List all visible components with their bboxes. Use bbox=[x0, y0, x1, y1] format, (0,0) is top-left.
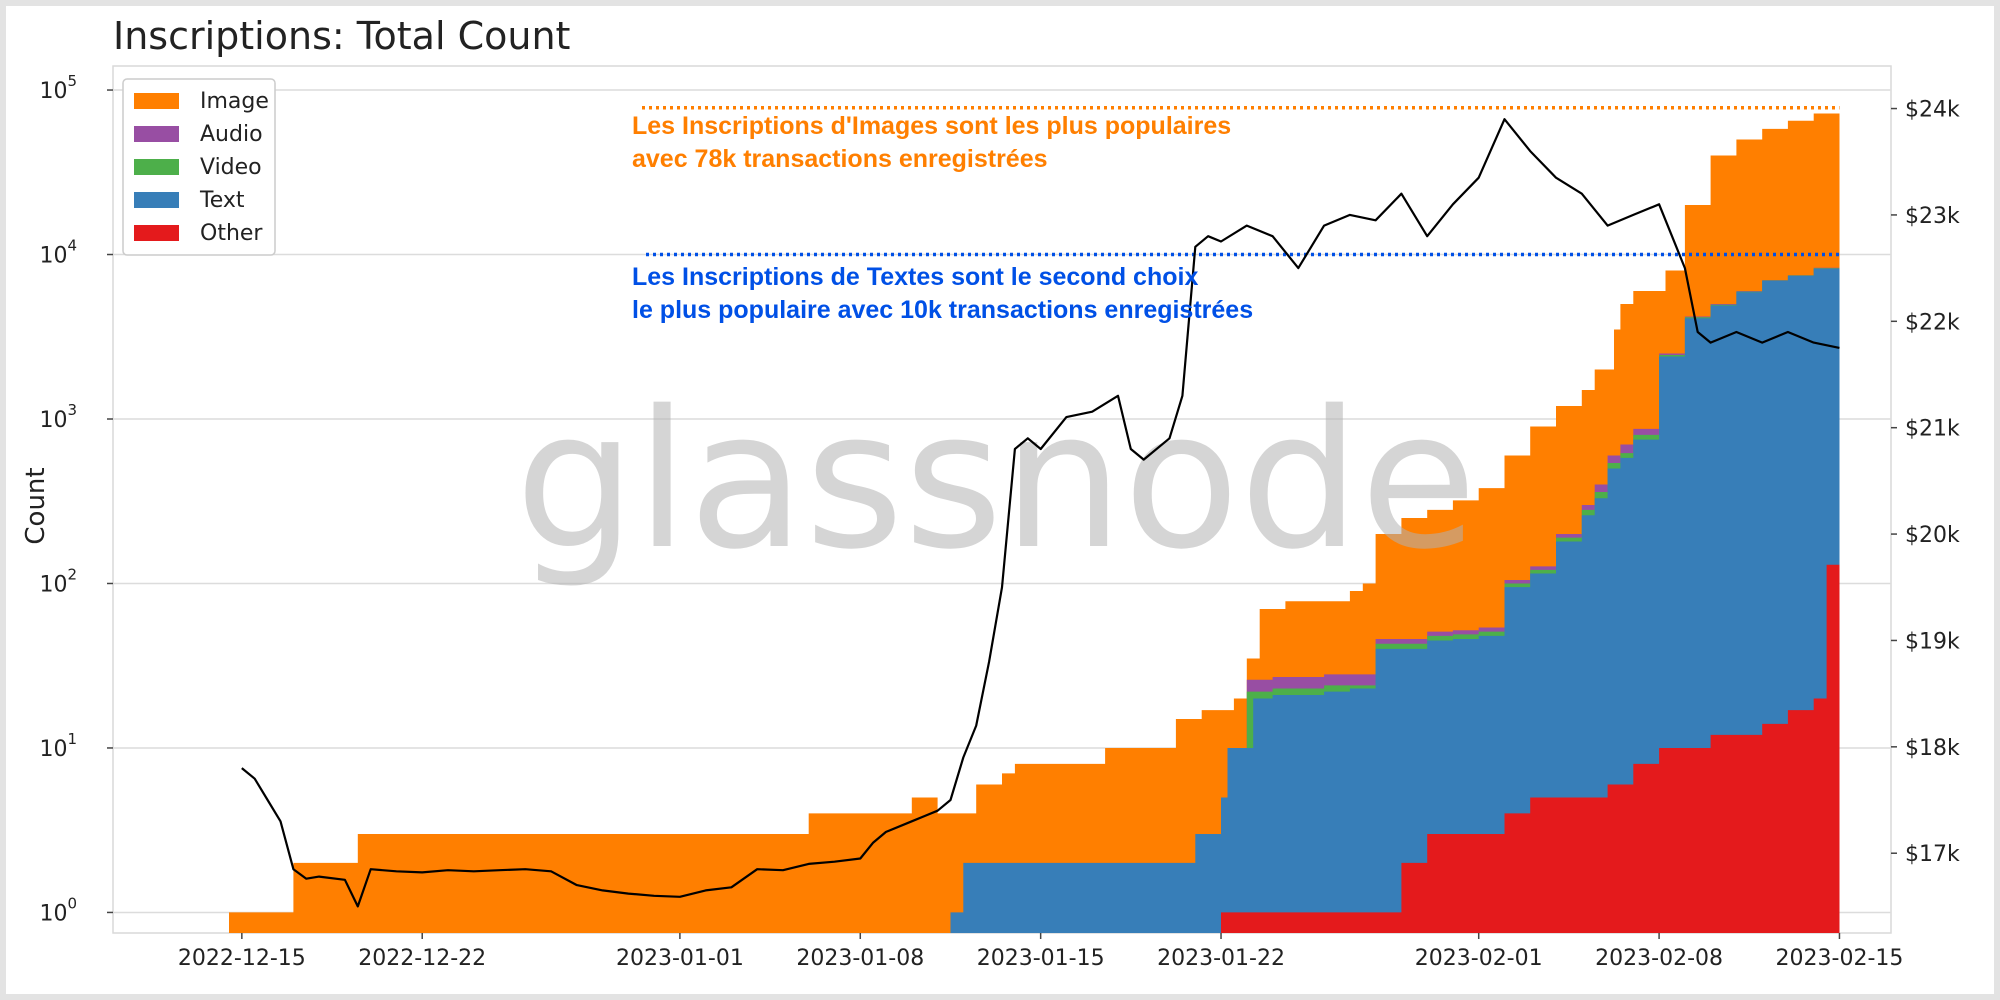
y-tick-label-5: 105 bbox=[39, 72, 77, 104]
legend-label-audio: Audio bbox=[200, 122, 263, 147]
y-tick-label-0: 100 bbox=[39, 894, 77, 926]
y2-tick-label-7: $24k bbox=[1905, 98, 1960, 123]
x-tick-label-2: 2023-01-01 bbox=[616, 946, 744, 971]
stacked-areas bbox=[229, 107, 1840, 934]
legend-label-other: Other bbox=[200, 221, 263, 246]
y2-tick-label-5: $22k bbox=[1905, 310, 1960, 335]
chart-frame: Inscriptions: Total Count glassnode 100 1… bbox=[6, 6, 1994, 994]
annotations: Les Inscriptions d'Images sont les plus … bbox=[632, 112, 1253, 324]
x-tick-label-7: 2023-02-08 bbox=[1595, 946, 1723, 971]
legend-swatch-audio bbox=[134, 126, 179, 142]
annotation-guides bbox=[642, 106, 1840, 257]
glassnode-watermark: glassnode bbox=[515, 370, 1477, 591]
annotation-0-line-0: Les Inscriptions d'Images sont les plus … bbox=[632, 112, 1231, 140]
y-tick-label-2: 102 bbox=[39, 565, 77, 597]
price-line bbox=[241, 118, 1840, 908]
chart-title: Inscriptions: Total Count bbox=[113, 14, 570, 58]
y-tick-label-3: 103 bbox=[39, 401, 77, 433]
legend-box bbox=[122, 78, 276, 256]
x-tick-label-3: 2023-01-08 bbox=[796, 946, 924, 971]
y-tick-label-4: 104 bbox=[39, 237, 77, 269]
legend-swatch-video bbox=[134, 159, 179, 175]
annotation-0-line-1: avec 78k transactions enregistrées bbox=[632, 145, 1048, 173]
y2-tick-label-6: $23k bbox=[1905, 204, 1960, 229]
y2-tick-label-2: $19k bbox=[1905, 629, 1960, 654]
legend-label-video: Video bbox=[200, 155, 262, 180]
legend[interactable]: Image Audio Video Text Other bbox=[122, 78, 276, 256]
legend-swatch-other bbox=[134, 225, 179, 241]
watermark-layer: glassnode bbox=[515, 370, 1477, 591]
x-tick-label-5: 2023-01-22 bbox=[1157, 946, 1285, 971]
legend-swatch-text bbox=[134, 192, 179, 208]
y2-tick-label-4: $21k bbox=[1905, 417, 1960, 442]
area-text bbox=[950, 255, 1840, 933]
annotation-1-line-0: Les Inscriptions de Textes sont le secon… bbox=[632, 263, 1198, 291]
legend-swatch-image bbox=[134, 93, 179, 109]
x-tick-label-6: 2023-02-01 bbox=[1415, 946, 1543, 971]
y2-tick-label-3: $20k bbox=[1905, 523, 1960, 548]
price-line-layer bbox=[241, 118, 1840, 908]
x-tick-label-1: 2022-12-22 bbox=[358, 946, 486, 971]
y2-tick-label-1: $18k bbox=[1905, 736, 1960, 761]
y2-tick-label-0: $17k bbox=[1905, 842, 1960, 867]
area-other bbox=[1221, 556, 1840, 933]
legend-label-image: Image bbox=[200, 89, 269, 114]
inscriptions-chart: Inscriptions: Total Count glassnode 100 1… bbox=[21, 14, 1960, 971]
x-tick-label-4: 2023-01-15 bbox=[977, 946, 1105, 971]
legend-label-text: Text bbox=[199, 188, 245, 213]
x-tick-label-0: 2022-12-15 bbox=[178, 946, 306, 971]
y-tick-label-1: 101 bbox=[39, 730, 77, 762]
x-tick-label-8: 2023-02-15 bbox=[1776, 946, 1904, 971]
y-axis-label: Count bbox=[21, 467, 51, 544]
annotation-1-line-1: le plus populaire avec 10k transactions … bbox=[632, 296, 1253, 324]
